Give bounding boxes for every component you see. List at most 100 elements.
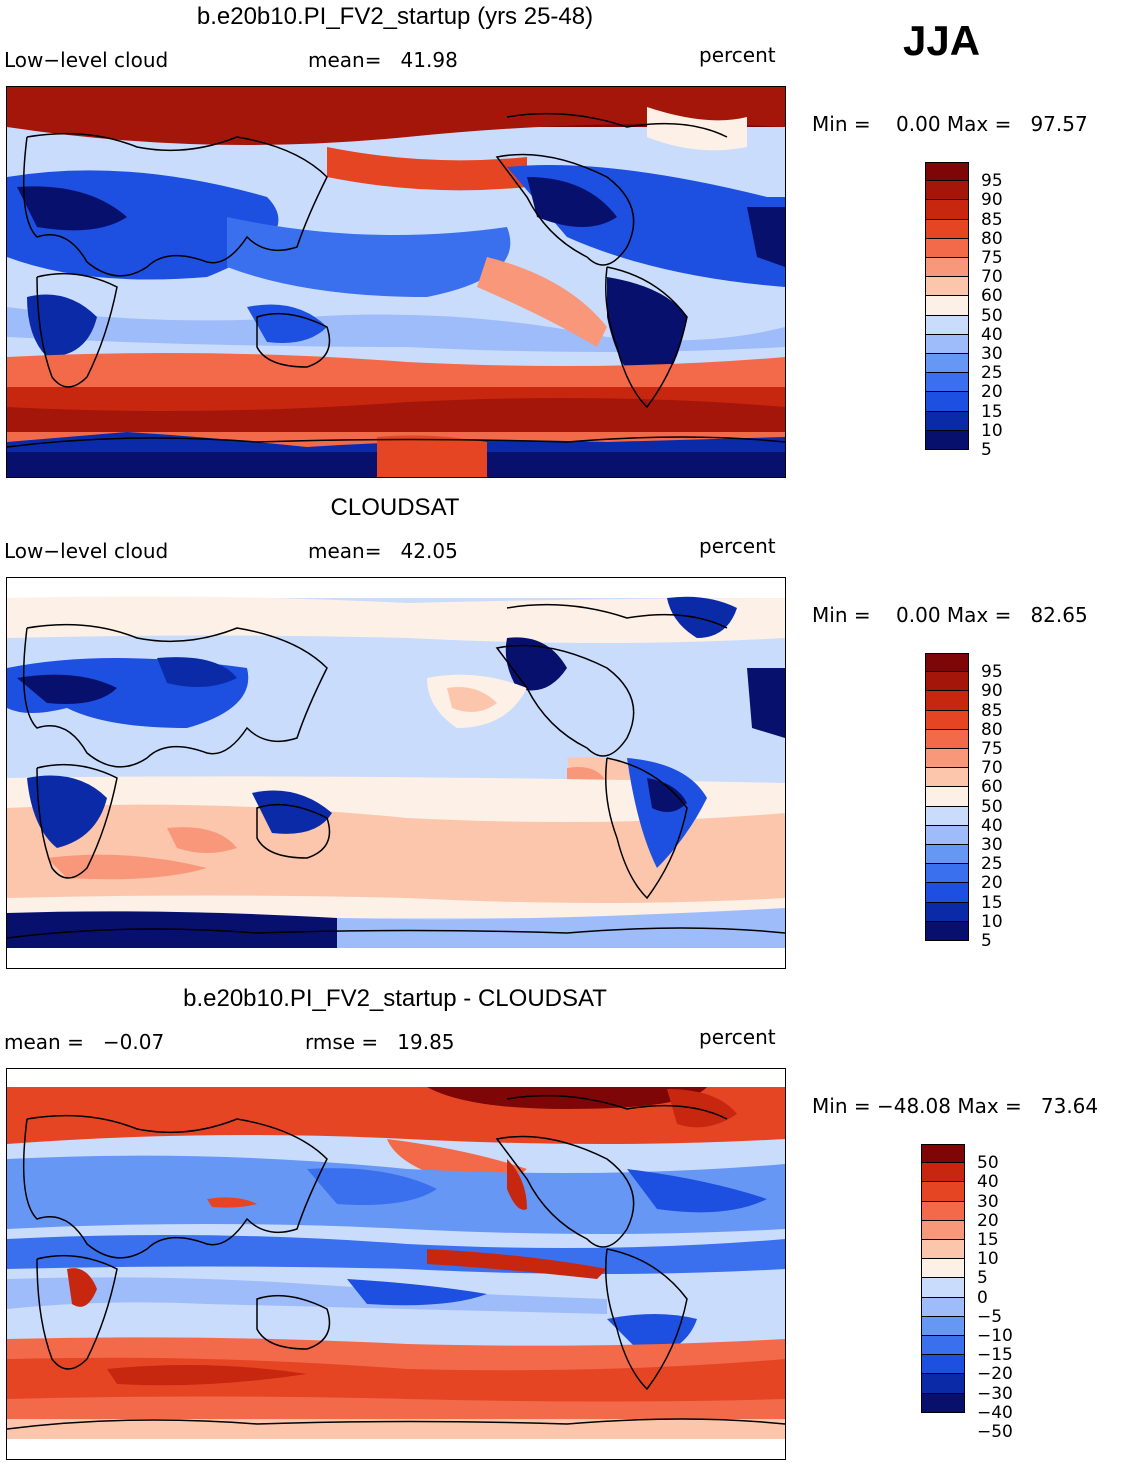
colorbar-tick-label: −30 (977, 1383, 1013, 1404)
panel2-mean-label: mean= 42.05 (308, 539, 458, 563)
colorbar-swatch (921, 1201, 965, 1221)
colorbar-tick-label: 30 (981, 344, 1003, 364)
colorbar-tick-label: 50 (981, 796, 1003, 817)
colorbar-swatch (921, 1144, 965, 1164)
colorbar-tick-label: 10 (981, 911, 1003, 932)
colorbar-tick-label: 80 (981, 719, 1003, 740)
panel3-min-max: Min = −48.08 Max = 73.64 (812, 1094, 1099, 1118)
panel2-title: CLOUDSAT (330, 494, 460, 521)
colorbar-swatch (925, 749, 969, 769)
colorbar-tick-label: 5 (981, 440, 992, 460)
colorbar-tick-label: 85 (981, 700, 1003, 721)
panel2-variable-label: Low−level cloud (4, 539, 169, 563)
panel1-mean-label: mean= 41.98 (308, 48, 458, 72)
colorbar-swatch (921, 1182, 965, 1202)
season-label: JJA (903, 17, 981, 64)
colorbar-frame (921, 1144, 965, 1413)
colorbar-swatch (925, 653, 969, 673)
colorbar-swatch (925, 296, 969, 316)
colorbar-swatch (925, 806, 969, 826)
colorbar-tick-label: 70 (981, 758, 1003, 779)
colorbar-frame (925, 653, 969, 941)
colorbar-tick-label: 85 (981, 209, 1003, 230)
colorbar-tick-label: −5 (977, 1306, 1003, 1327)
colorbar-swatch (925, 864, 969, 884)
colorbar-swatch (921, 1355, 965, 1375)
colorbar-tick-label: 30 (977, 1191, 999, 1212)
colorbar-swatch (925, 315, 969, 335)
panel1-units-label: percent (699, 43, 776, 67)
colorbar-tick-label: 15 (981, 892, 1003, 913)
colorbar-swatch (925, 691, 969, 711)
colorbar-tick-label: 40 (977, 1172, 999, 1193)
panel1-variable-label: Low−level cloud (4, 48, 169, 72)
colorbar-tick-label: 10 (977, 1249, 999, 1270)
colorbar-tick-label: 95 (981, 662, 1003, 683)
colorbar-swatch (925, 729, 969, 749)
colorbar-tick-label: 20 (981, 873, 1003, 894)
colorbar-swatch (925, 902, 969, 922)
panel2-units-label: percent (699, 534, 776, 558)
colorbar-swatch (925, 238, 969, 258)
colorbar-swatch (925, 845, 969, 865)
colorbar-swatch (925, 883, 969, 903)
colorbar-swatch (925, 334, 969, 354)
panel1-title: b.e20b10.PI_FV2_startup (yrs 25-48) (196, 3, 594, 30)
colorbar-swatch (925, 672, 969, 692)
colorbar-swatch (921, 1336, 965, 1356)
colorbar-swatch (921, 1374, 965, 1394)
colorbar-swatch (925, 392, 969, 412)
colorbar-tick-label: 40 (981, 815, 1003, 836)
colorbar-tick-label: 15 (977, 1230, 999, 1250)
colorbar-tick-label: 20 (981, 382, 1003, 403)
colorbar-tick-label: 90 (981, 190, 1003, 211)
colorbar-tick-label: −20 (977, 1364, 1013, 1385)
colorbar-swatch (925, 258, 969, 278)
colorbar-swatch (925, 200, 969, 220)
panel3-units-label: percent (699, 1025, 776, 1049)
panel2-map (6, 577, 786, 969)
colorbar-swatch (925, 219, 969, 239)
panel3-rmse-label: rmse = 19.85 (305, 1030, 455, 1054)
colorbar-tick-label: 80 (981, 228, 1003, 249)
panel2-colorbar: 95 90 85 80 75 70 60 50 40 30 25 20 15 10 5 (925, 653, 1035, 950)
colorbar-tick-label: 10 (981, 420, 1003, 441)
colorbar-tick-label: 20 (977, 1210, 999, 1231)
colorbar-swatch (925, 354, 969, 374)
colorbar-tick-label: 60 (981, 286, 1003, 307)
colorbar-tick-label: −10 (977, 1326, 1013, 1346)
colorbar-tick-label: 40 (981, 324, 1003, 345)
colorbar-swatch (925, 710, 969, 730)
colorbar-swatch (921, 1316, 965, 1336)
colorbar-swatch (925, 411, 969, 431)
colorbar-swatch (925, 825, 969, 845)
panel3-map (6, 1068, 786, 1460)
panel1-map (6, 86, 786, 478)
colorbar-tick-label: 50 (981, 305, 1003, 326)
colorbar-swatch (925, 768, 969, 788)
panel3-title: b.e20b10.PI_FV2_startup - CLOUDSAT (183, 985, 607, 1012)
colorbar-swatch (921, 1220, 965, 1240)
colorbar-tick-label: 0 (977, 1287, 988, 1308)
colorbar-tick-label: −50 (977, 1422, 1013, 1442)
colorbar-tick-label: 15 (981, 401, 1003, 422)
colorbar-swatch (925, 787, 969, 807)
colorbar-tick-label: 25 (981, 854, 1003, 875)
colorbar-tick-label: 25 (981, 363, 1003, 384)
colorbar-swatch (921, 1163, 965, 1183)
colorbar-swatch (921, 1297, 965, 1317)
colorbar-tick-label: −15 (977, 1345, 1013, 1366)
panel1-min-max: Min = 0.00 Max = 97.57 (812, 112, 1088, 136)
colorbar-tick-label: 75 (981, 739, 1003, 759)
colorbar-tick-label: −40 (977, 1402, 1013, 1423)
colorbar-tick-label: 60 (981, 777, 1003, 798)
colorbar-frame (925, 162, 969, 450)
colorbar-tick-label: 30 (981, 835, 1003, 855)
colorbar-swatch (925, 162, 969, 182)
colorbar-tick-label: 5 (977, 1268, 988, 1289)
colorbar-swatch (925, 277, 969, 297)
colorbar-tick-label: 75 (981, 248, 1003, 268)
colorbar-swatch (925, 373, 969, 393)
colorbar-tick-label: 95 (981, 171, 1003, 192)
colorbar-swatch (921, 1259, 965, 1279)
